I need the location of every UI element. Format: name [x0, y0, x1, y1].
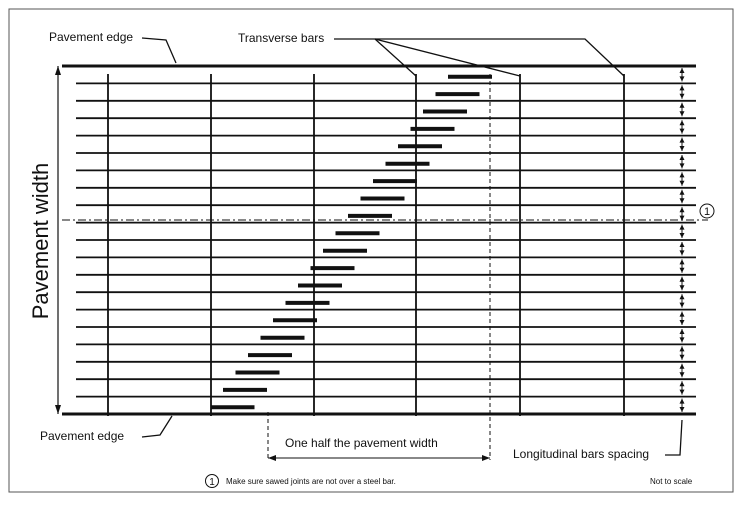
arrow-icon	[679, 398, 685, 404]
arrow-icon	[679, 267, 685, 273]
arrow-icon	[679, 163, 685, 169]
note-text: Make sure sawed joints are not over a st…	[226, 477, 396, 486]
transverse-bars-leader-2	[374, 38, 521, 77]
arrow-icon	[679, 215, 685, 221]
pavement-edge-top-leader	[141, 37, 177, 64]
note-number: 1	[209, 477, 215, 488]
arrow-icon	[679, 354, 685, 360]
arrow-icon	[679, 198, 685, 204]
arrow-icon	[679, 363, 685, 369]
arrow-icon	[679, 242, 685, 247]
arrow-icon	[679, 224, 685, 230]
arrow-icon	[679, 93, 685, 99]
not-to-scale-label: Not to scale	[650, 477, 693, 486]
one-half-label: One half the pavement width	[285, 436, 438, 450]
bar-layout	[62, 64, 696, 416]
arrow-icon	[679, 285, 685, 291]
arrow-icon	[482, 455, 490, 461]
arrow-icon	[679, 346, 685, 352]
arrow-icon	[679, 155, 685, 160]
arrow-icon	[55, 405, 61, 414]
arrow-icon	[679, 276, 685, 282]
circled-one-icon	[205, 474, 219, 488]
arrow-icon	[55, 66, 61, 75]
arrow-icon	[679, 207, 685, 213]
arrow-icon	[679, 85, 685, 91]
arrow-icon	[679, 294, 685, 300]
pavement-edge-top-label: Pavement edge	[49, 30, 133, 44]
pavement-edge-bottom-label: Pavement edge	[40, 429, 124, 443]
transverse-bars-leader-3	[375, 38, 625, 77]
arrow-icon	[679, 146, 685, 151]
arrow-icon	[679, 250, 685, 256]
arrow-icon	[679, 68, 685, 73]
arrow-icon	[679, 180, 685, 186]
arrow-icon	[679, 111, 685, 117]
transverse-bars-leader-1	[334, 38, 417, 77]
arrow-icon	[679, 189, 685, 195]
arrow-icon	[679, 302, 685, 308]
circled-one-icon	[699, 203, 715, 219]
arrow-icon	[679, 259, 685, 265]
arrow-icon	[679, 102, 685, 108]
arrow-icon	[679, 76, 685, 82]
arrow-icon	[679, 320, 685, 325]
arrow-icon	[679, 233, 685, 238]
arrow-icon	[679, 128, 685, 134]
pavement-width-label: Pavement width	[28, 163, 53, 320]
longitudinal-spacing-label: Longitudinal bars spacing	[513, 447, 649, 461]
pavement-edge-bottom-leader	[141, 415, 173, 438]
arrow-icon	[679, 172, 685, 178]
spacing-leader	[665, 419, 683, 456]
arrow-icon	[679, 337, 685, 343]
outer-border	[8, 8, 734, 493]
circled-one-label: 1	[704, 206, 710, 218]
arrow-icon	[679, 407, 685, 412]
arrow-icon	[679, 329, 685, 334]
arrow-icon	[679, 372, 685, 378]
spacing-arrows	[679, 68, 685, 412]
arrow-icon	[679, 120, 685, 126]
arrow-icon	[268, 455, 276, 461]
arrow-icon	[679, 311, 685, 317]
arrow-icon	[679, 381, 685, 387]
arrow-icon	[679, 137, 685, 143]
arrow-icon	[679, 389, 685, 395]
transverse-bars-label: Transverse bars	[238, 31, 324, 45]
